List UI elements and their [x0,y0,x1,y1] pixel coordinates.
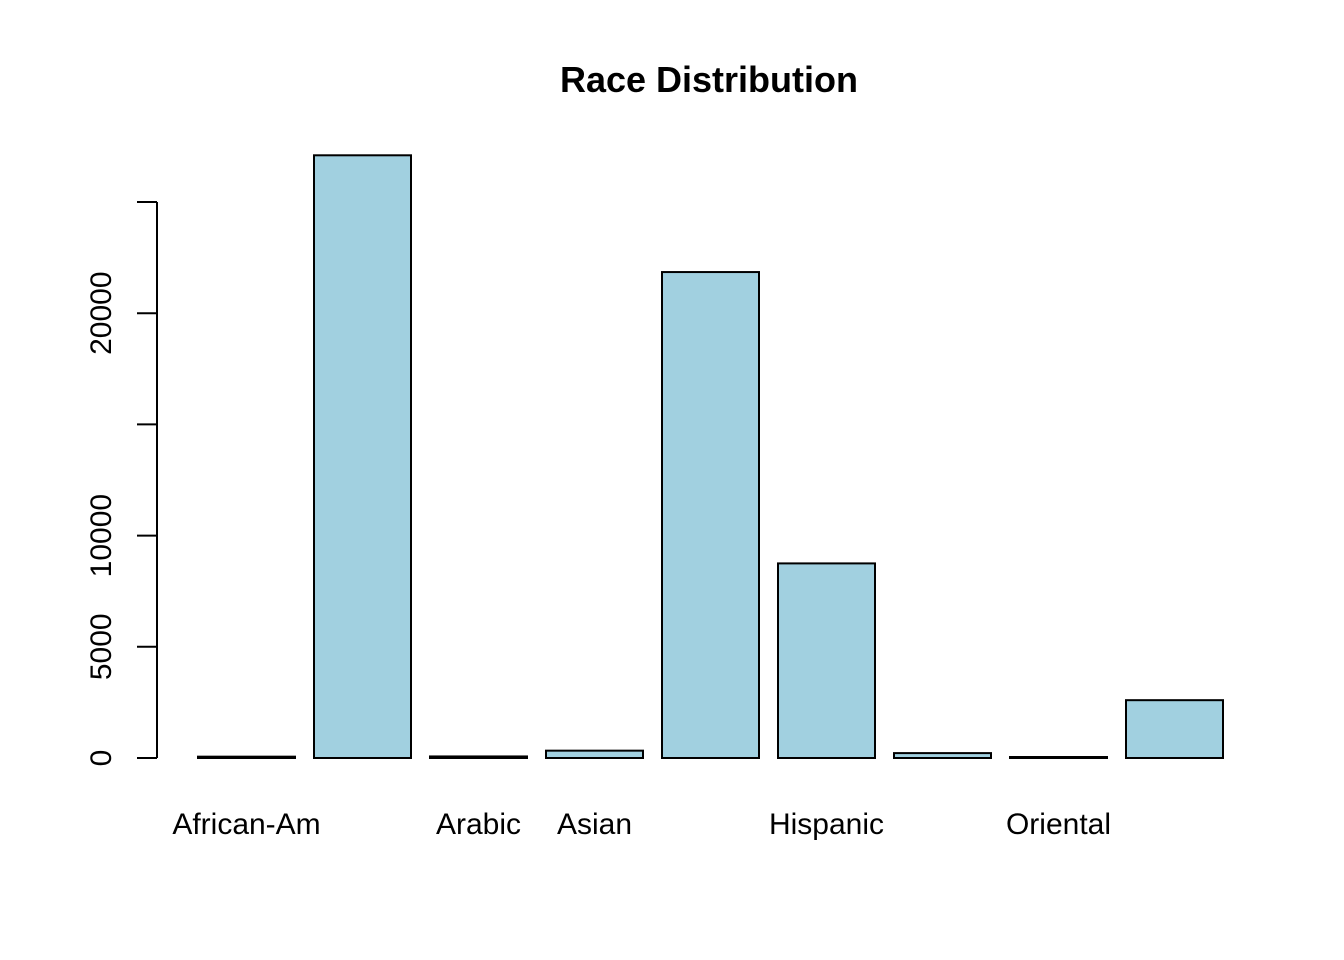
y-tick-label: 10000 [85,494,118,577]
bar [197,755,296,759]
x-category-label: Arabic [436,808,521,841]
x-category-label: Hispanic [769,808,884,841]
x-axis-labels: African-Am Arabic Asian Hispanic Oriental [172,808,1111,841]
chart-title: Race Distribution [560,59,858,100]
bar [545,749,644,760]
x-category-label: African-Am [172,808,320,841]
y-tick-label: 20000 [85,271,118,354]
y-tick-label: 5000 [85,613,118,680]
bar [429,755,528,759]
bar [893,752,992,759]
x-category-label: Oriental [1006,808,1111,841]
x-category-label: Asian [557,808,632,841]
bar [661,271,760,759]
y-tick-label: 0 [85,750,118,767]
bar [1009,756,1108,759]
y-axis: 0 5000 10000 20000 [85,201,158,767]
bars-group [197,154,1224,760]
bar [313,154,412,759]
bar [777,562,876,760]
bar [1125,699,1224,760]
